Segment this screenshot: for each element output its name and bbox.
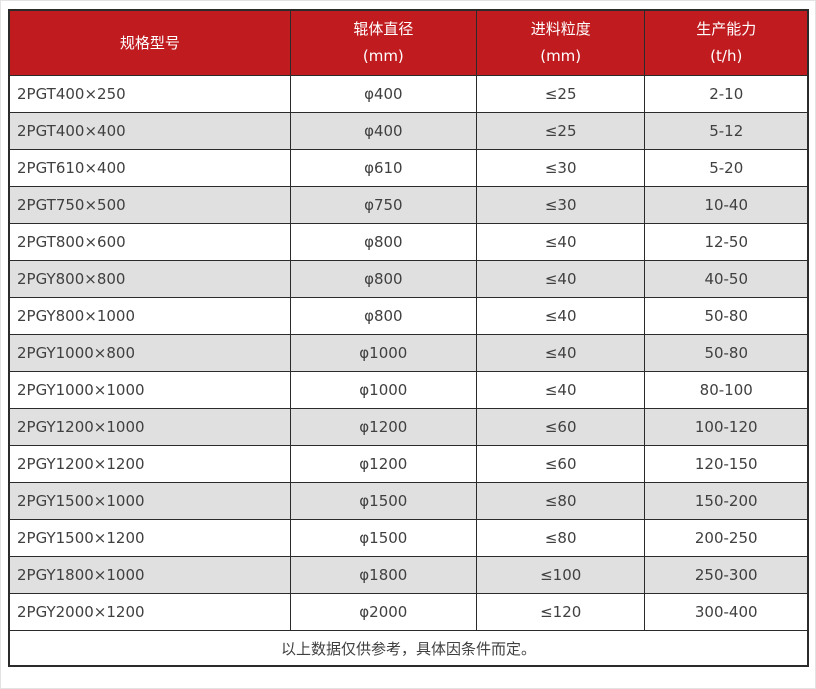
capacity-cell: 300-400 (644, 593, 809, 631)
feed-size-cell: ≤40 (475, 260, 646, 298)
feed-size-cell: ≤30 (475, 186, 646, 224)
feed-size-cell: ≤25 (475, 75, 646, 113)
header-model-title: 规格型号 (119, 33, 180, 52)
diameter-cell: φ610 (289, 149, 477, 187)
capacity-cell: 5-12 (644, 112, 809, 150)
capacity-cell: 200-250 (644, 519, 809, 557)
feed-size-cell: ≤40 (475, 223, 646, 261)
capacity-cell: 10-40 (644, 186, 809, 224)
header-roller-diameter-title: 辊体直径 (353, 20, 414, 38)
feed-size-cell: ≤40 (475, 334, 646, 372)
feed-size-cell: ≤60 (475, 445, 646, 483)
feed-size-cell: ≤80 (475, 519, 646, 557)
diameter-cell: φ750 (289, 186, 477, 224)
model-cell: 2PGY1000×800 (8, 334, 291, 372)
header-feed-size-unit: (mm) (540, 47, 582, 65)
model-cell: 2PGY2000×1200 (8, 593, 291, 631)
table-row: 2PGY1200×1200 φ1200 ≤60 120-150 (8, 445, 809, 483)
feed-size-cell: ≤80 (475, 482, 646, 520)
model-cell: 2PGY1000×1000 (8, 371, 291, 409)
feed-size-cell: ≤40 (475, 371, 646, 409)
feed-size-cell: ≤30 (475, 149, 646, 187)
specification-table: 规格型号 辊体直径 (mm) 进料粒度 (mm) 生产能力 (t/h) 2PGT… (8, 9, 809, 667)
diameter-cell: φ400 (289, 75, 477, 113)
capacity-cell: 80-100 (644, 371, 809, 409)
model-cell: 2PGY1200×1000 (8, 408, 291, 446)
model-cell: 2PGT750×500 (8, 186, 291, 224)
capacity-cell: 150-200 (644, 482, 809, 520)
model-cell: 2PGY800×1000 (8, 297, 291, 335)
footer-row: 以上数据仅供参考，具体因条件而定。 (8, 630, 809, 667)
table-row: 2PGT400×400 φ400 ≤25 5-12 (8, 112, 809, 150)
table-row: 2PGY800×1000 φ800 ≤40 50-80 (8, 297, 809, 335)
feed-size-cell: ≤100 (475, 556, 646, 594)
table-row: 2PGT610×400 φ610 ≤30 5-20 (8, 149, 809, 187)
table-row: 2PGT800×600 φ800 ≤40 12-50 (8, 223, 809, 261)
table-row: 2PGY1800×1000 φ1800 ≤100 250-300 (8, 556, 809, 594)
diameter-cell: φ1800 (289, 556, 477, 594)
table-row: 2PGT400×250 φ400 ≤25 2-10 (8, 75, 809, 113)
diameter-cell: φ2000 (289, 593, 477, 631)
model-cell: 2PGT800×600 (8, 223, 291, 261)
model-cell: 2PGT610×400 (8, 149, 291, 187)
capacity-cell: 2-10 (644, 75, 809, 113)
diameter-cell: φ800 (289, 223, 477, 261)
table-row: 2PGY1500×1000 φ1500 ≤80 150-200 (8, 482, 809, 520)
capacity-cell: 12-50 (644, 223, 809, 261)
diameter-cell: φ1200 (289, 445, 477, 483)
capacity-cell: 40-50 (644, 260, 809, 298)
capacity-cell: 50-80 (644, 297, 809, 335)
diameter-cell: φ1000 (289, 334, 477, 372)
footer-note: 以上数据仅供参考，具体因条件而定。 (8, 630, 809, 667)
header-feed-size: 进料粒度 (mm) (475, 9, 646, 76)
table-header: 规格型号 辊体直径 (mm) 进料粒度 (mm) 生产能力 (t/h) (8, 9, 809, 76)
table-row: 2PGY1500×1200 φ1500 ≤80 200-250 (8, 519, 809, 557)
header-row: 规格型号 辊体直径 (mm) 进料粒度 (mm) 生产能力 (t/h) (8, 9, 809, 76)
model-cell: 2PGY1500×1200 (8, 519, 291, 557)
feed-size-cell: ≤120 (475, 593, 646, 631)
header-capacity-title: 生产能力 (696, 20, 757, 38)
table-row: 2PGY800×800 φ800 ≤40 40-50 (8, 260, 809, 298)
header-feed-size-title: 进料粒度 (530, 20, 591, 38)
table-row: 2PGY1200×1000 φ1200 ≤60 100-120 (8, 408, 809, 446)
table-footer: 以上数据仅供参考，具体因条件而定。 (8, 630, 809, 667)
capacity-cell: 120-150 (644, 445, 809, 483)
table-row: 2PGY1000×800 φ1000 ≤40 50-80 (8, 334, 809, 372)
diameter-cell: φ800 (289, 260, 477, 298)
model-cell: 2PGY800×800 (8, 260, 291, 298)
table-row: 2PGY1000×1000 φ1000 ≤40 80-100 (8, 371, 809, 409)
header-capacity-unit: (t/h) (710, 47, 743, 65)
table-row: 2PGY2000×1200 φ2000 ≤120 300-400 (8, 593, 809, 631)
capacity-cell: 5-20 (644, 149, 809, 187)
capacity-cell: 100-120 (644, 408, 809, 446)
model-cell: 2PGT400×250 (8, 75, 291, 113)
table-body: 2PGT400×250 φ400 ≤25 2-10 2PGT400×400 φ400 ≤25… (8, 75, 809, 631)
capacity-cell: 50-80 (644, 334, 809, 372)
diameter-cell: φ1500 (289, 482, 477, 520)
header-capacity: 生产能力 (t/h) (644, 9, 809, 76)
diameter-cell: φ1000 (289, 371, 477, 409)
model-cell: 2PGY1800×1000 (8, 556, 291, 594)
diameter-cell: φ1200 (289, 408, 477, 446)
header-roller-diameter: 辊体直径 (mm) (289, 9, 477, 76)
table-row: 2PGT750×500 φ750 ≤30 10-40 (8, 186, 809, 224)
header-roller-diameter-unit: (mm) (362, 47, 404, 65)
feed-size-cell: ≤60 (475, 408, 646, 446)
model-cell: 2PGY1200×1200 (8, 445, 291, 483)
diameter-cell: φ400 (289, 112, 477, 150)
capacity-cell: 250-300 (644, 556, 809, 594)
feed-size-cell: ≤40 (475, 297, 646, 335)
feed-size-cell: ≤25 (475, 112, 646, 150)
model-cell: 2PGT400×400 (8, 112, 291, 150)
diameter-cell: φ1500 (289, 519, 477, 557)
diameter-cell: φ800 (289, 297, 477, 335)
model-cell: 2PGY1500×1000 (8, 482, 291, 520)
header-model: 规格型号 (8, 9, 291, 76)
